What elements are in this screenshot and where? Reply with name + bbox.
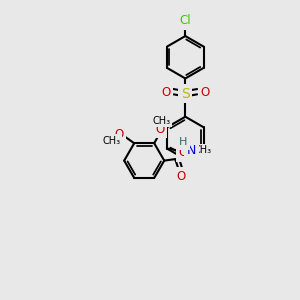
Text: O: O: [176, 170, 186, 183]
Text: N: N: [187, 144, 196, 158]
Text: CH₃: CH₃: [194, 145, 211, 155]
Text: O: O: [114, 128, 124, 141]
Text: O: O: [178, 146, 188, 159]
Text: CH₃: CH₃: [152, 116, 170, 126]
Text: O: O: [200, 86, 210, 99]
Text: CH₃: CH₃: [103, 136, 121, 146]
Text: O: O: [161, 86, 170, 99]
Text: H: H: [179, 137, 187, 147]
Text: Cl: Cl: [179, 14, 191, 27]
Text: O: O: [155, 123, 165, 136]
Text: S: S: [181, 87, 190, 101]
